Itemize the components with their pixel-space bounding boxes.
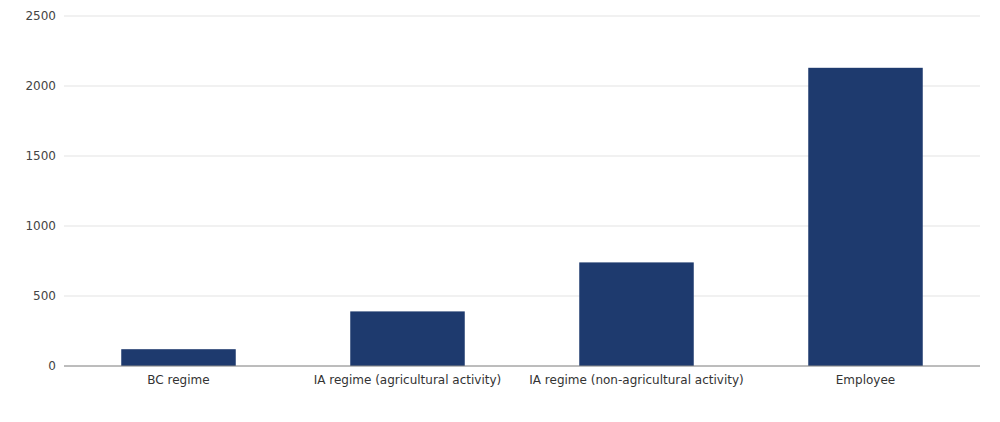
chart-svg: 0 500 1000 1500 2000 2500 BC regime IA regime (…	[0, 0, 1000, 422]
y-tick-label: 500	[33, 289, 56, 303]
bar	[121, 349, 236, 366]
x-tick-label: BC regime	[147, 373, 209, 387]
y-axis: 0 500 1000 1500 2000 2500	[25, 9, 56, 373]
y-tick-label: 2500	[25, 9, 56, 23]
chart-container: 0 500 1000 1500 2000 2500 BC regime IA regime (…	[0, 0, 1000, 422]
bar	[350, 311, 465, 366]
bar	[579, 262, 694, 366]
grid	[64, 16, 980, 366]
grid-line	[64, 366, 980, 367]
x-axis-line	[64, 366, 980, 367]
y-tick-label: 1500	[25, 149, 56, 163]
bars	[121, 68, 923, 366]
plot-area	[64, 16, 980, 366]
grid-line	[64, 16, 980, 17]
y-tick-label: 0	[48, 359, 56, 373]
x-tick-label: IA regime (non-agricultural activity)	[529, 373, 743, 387]
x-tick-label: IA regime (agricultural activity)	[314, 373, 502, 387]
x-tick-label: Employee	[836, 373, 895, 387]
y-tick-label: 1000	[25, 219, 56, 233]
x-axis: BC regime IA regime (agricultural activit…	[147, 373, 895, 387]
y-tick-label: 2000	[25, 79, 56, 93]
bar	[808, 68, 923, 366]
